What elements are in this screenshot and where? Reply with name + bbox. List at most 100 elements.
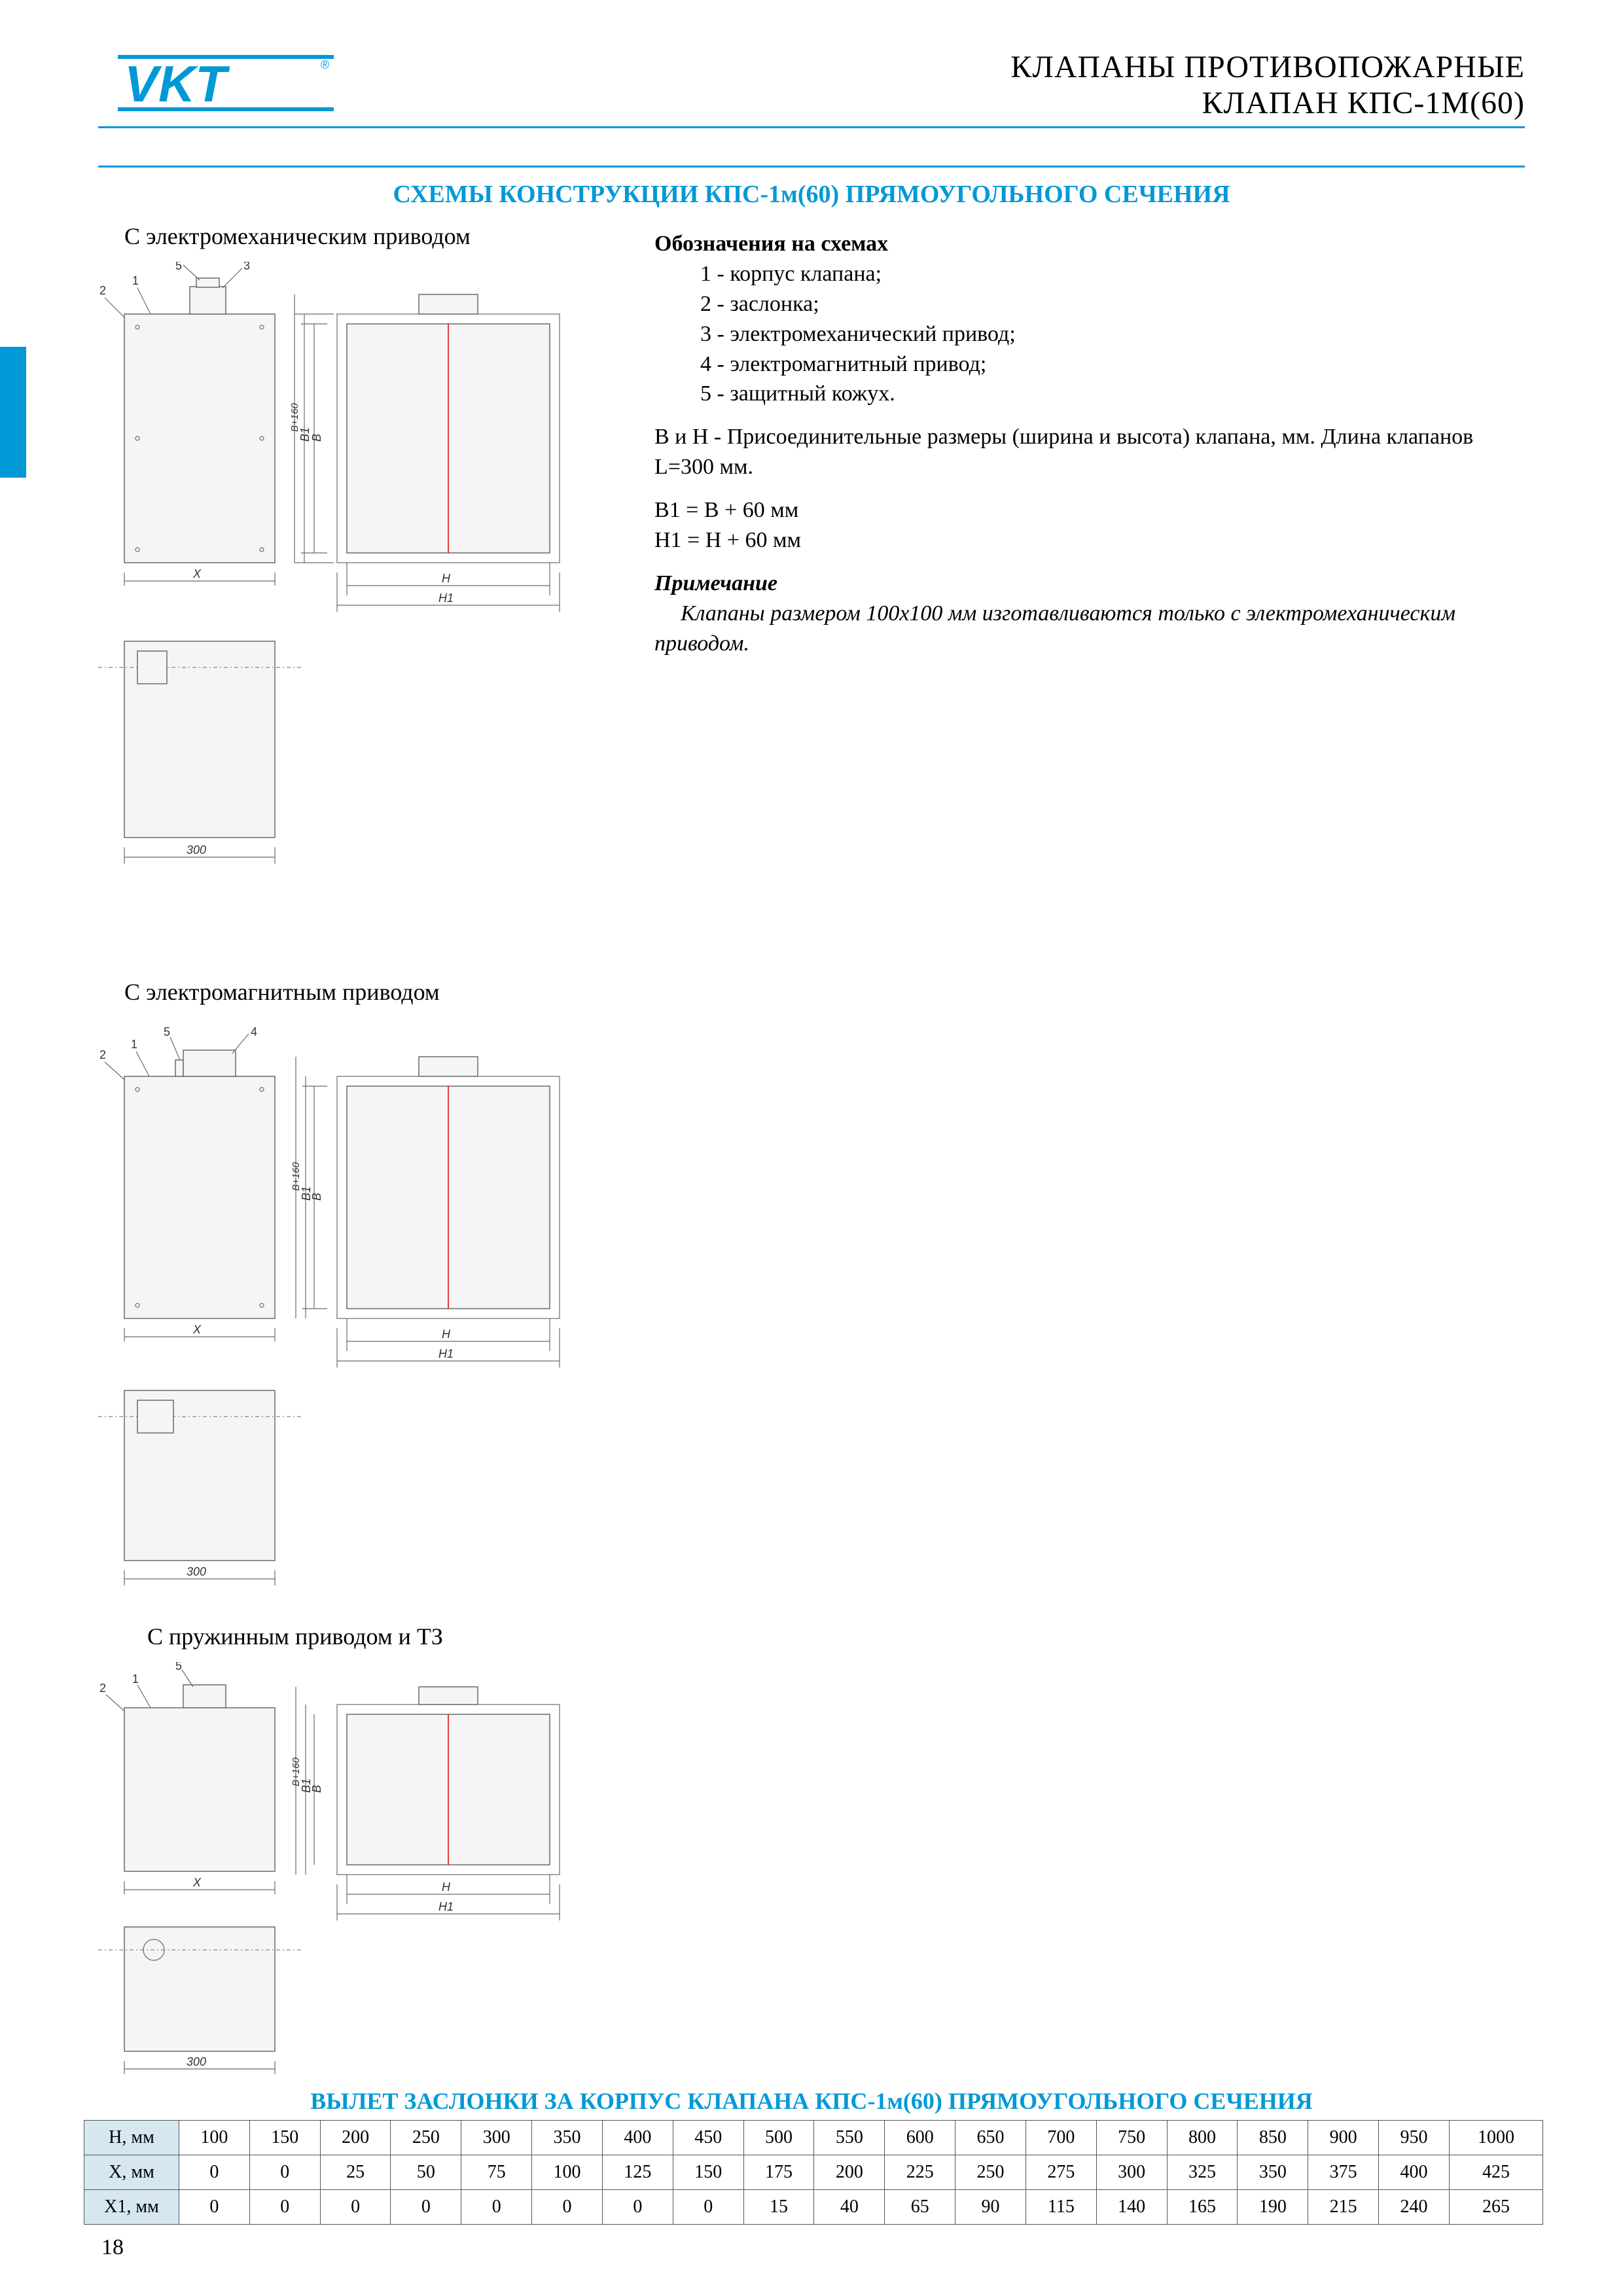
svg-text:B+160: B+160	[291, 1757, 302, 1786]
cell-H: 300	[461, 2121, 532, 2155]
legend-h1: H1 = H + 60 мм	[654, 525, 1518, 556]
cell-X1: 65	[885, 2190, 955, 2225]
svg-text:300: 300	[187, 843, 206, 857]
svg-text:5: 5	[164, 1025, 170, 1038]
cell-X1: 0	[532, 2190, 603, 2225]
svg-text:300: 300	[187, 1565, 206, 1578]
cell-X: 300	[1096, 2155, 1167, 2190]
cell-X1: 190	[1238, 2190, 1308, 2225]
cell-X: 375	[1308, 2155, 1379, 2190]
svg-text:B1: B1	[300, 1186, 313, 1201]
legend-dims-note: B и H - Присоединительные размеры (ширин…	[654, 422, 1518, 482]
cell-X1: 0	[249, 2190, 320, 2225]
cell-H: 650	[955, 2121, 1026, 2155]
svg-text:3: 3	[243, 262, 250, 272]
cell-X: 50	[391, 2155, 461, 2190]
legend-item: 5 - защитный кожух.	[654, 379, 1518, 409]
cell-X: 0	[179, 2155, 250, 2190]
svg-text:5: 5	[175, 1662, 182, 1672]
svg-text:X: X	[192, 567, 202, 580]
cell-X: 425	[1449, 2155, 1543, 2190]
cell-X1: 40	[814, 2190, 885, 2225]
main-title: СХЕМЫ КОНСТРУКЦИИ КПС-1м(60) ПРЯМОУГОЛЬН…	[98, 180, 1525, 209]
side-tab	[0, 347, 26, 478]
svg-text:®: ®	[321, 58, 329, 71]
cell-X1: 165	[1167, 2190, 1238, 2225]
legend-item: 2 - заслонка;	[654, 289, 1518, 319]
cell-X1: 90	[955, 2190, 1026, 2225]
cell-X: 325	[1167, 2155, 1238, 2190]
svg-text:2: 2	[99, 1048, 106, 1061]
svg-text:H: H	[442, 1328, 451, 1341]
cell-X: 150	[673, 2155, 743, 2190]
logo: VKT ®	[118, 49, 334, 118]
cell-X1: 215	[1308, 2190, 1379, 2225]
svg-text:B1: B1	[298, 427, 312, 442]
svg-text:H: H	[442, 572, 451, 585]
legend-item: 4 - электромагнитный привод;	[654, 349, 1518, 380]
cell-X1: 0	[673, 2190, 743, 2225]
cell-X1: 140	[1096, 2190, 1167, 2225]
svg-text:1: 1	[131, 1038, 137, 1051]
cell-X1: 0	[320, 2190, 391, 2225]
header-title: КЛАПАНЫ ПРОТИВОПОЖАРНЫЕ КЛАПАН КПС-1М(60…	[1010, 49, 1525, 121]
cell-X1: 265	[1449, 2190, 1543, 2225]
svg-text:300: 300	[187, 2055, 206, 2068]
svg-text:B: B	[310, 434, 323, 442]
cell-H: 900	[1308, 2121, 1379, 2155]
cell-X: 175	[743, 2155, 814, 2190]
cell-X1: 0	[602, 2190, 673, 2225]
cell-H: 950	[1379, 2121, 1450, 2155]
cell-X: 125	[602, 2155, 673, 2190]
cell-X: 400	[1379, 2155, 1450, 2190]
cell-X: 250	[955, 2155, 1026, 2190]
cell-H: 150	[249, 2121, 320, 2155]
svg-text:H1: H1	[438, 1900, 454, 1913]
cell-X: 225	[885, 2155, 955, 2190]
cell-H: 850	[1238, 2121, 1308, 2155]
cell-H: 750	[1096, 2121, 1167, 2155]
svg-text:B1: B1	[300, 1778, 313, 1793]
section3-label: С пружинным приводом и ТЗ	[147, 1623, 443, 1650]
svg-text:2: 2	[99, 284, 106, 297]
svg-text:B+160: B+160	[291, 1162, 302, 1191]
svg-text:VKT: VKT	[124, 55, 230, 113]
cell-X: 25	[320, 2155, 391, 2190]
cell-X: 75	[461, 2155, 532, 2190]
cell-H: 500	[743, 2121, 814, 2155]
svg-text:4: 4	[251, 1025, 257, 1038]
header-title-line2: КЛАПАН КПС-1М(60)	[1010, 85, 1525, 121]
cell-H: 350	[532, 2121, 603, 2155]
cell-X: 350	[1238, 2155, 1308, 2190]
svg-text:1: 1	[132, 274, 139, 287]
row-label-H: H, мм	[84, 2121, 179, 2155]
legend-b1: B1 = B + 60 мм	[654, 495, 1518, 525]
cell-X1: 115	[1026, 2190, 1096, 2225]
svg-text:2: 2	[99, 1682, 106, 1695]
cell-X: 100	[532, 2155, 603, 2190]
diagram-electromag: 2 1 5 4 X H H1 B B1 B+160 300	[98, 1024, 622, 1593]
cell-X1: 0	[461, 2190, 532, 2225]
svg-text:1: 1	[132, 1672, 139, 1686]
svg-text:H1: H1	[438, 1347, 454, 1360]
svg-text:X: X	[192, 1323, 202, 1336]
row-label-X1: X1, мм	[84, 2190, 179, 2225]
diagram-spring: 2 1 5 X H H1 B B1 B+160 300	[98, 1662, 622, 2081]
legend-heading: Обозначения на схемах	[654, 229, 1518, 259]
section1-label: С электромеханическим приводом	[124, 222, 471, 250]
cell-X1: 240	[1379, 2190, 1450, 2225]
cell-X: 0	[249, 2155, 320, 2190]
cell-H: 550	[814, 2121, 885, 2155]
svg-text:X: X	[192, 1876, 202, 1889]
legend-note-title: Примечание	[654, 569, 1518, 599]
extension-table: H, мм10015020025030035040045050055060065…	[84, 2120, 1543, 2225]
cell-X1: 0	[179, 2190, 250, 2225]
cell-H: 700	[1026, 2121, 1096, 2155]
cell-H: 450	[673, 2121, 743, 2155]
table-title: ВЫЛЕТ ЗАСЛОНКИ ЗА КОРПУС КЛАПАНА КПС-1м(…	[98, 2087, 1525, 2115]
cell-X: 275	[1026, 2155, 1096, 2190]
cell-H: 600	[885, 2121, 955, 2155]
svg-text:H: H	[442, 1881, 451, 1894]
header-rule	[98, 166, 1525, 168]
svg-text:H1: H1	[438, 592, 454, 605]
